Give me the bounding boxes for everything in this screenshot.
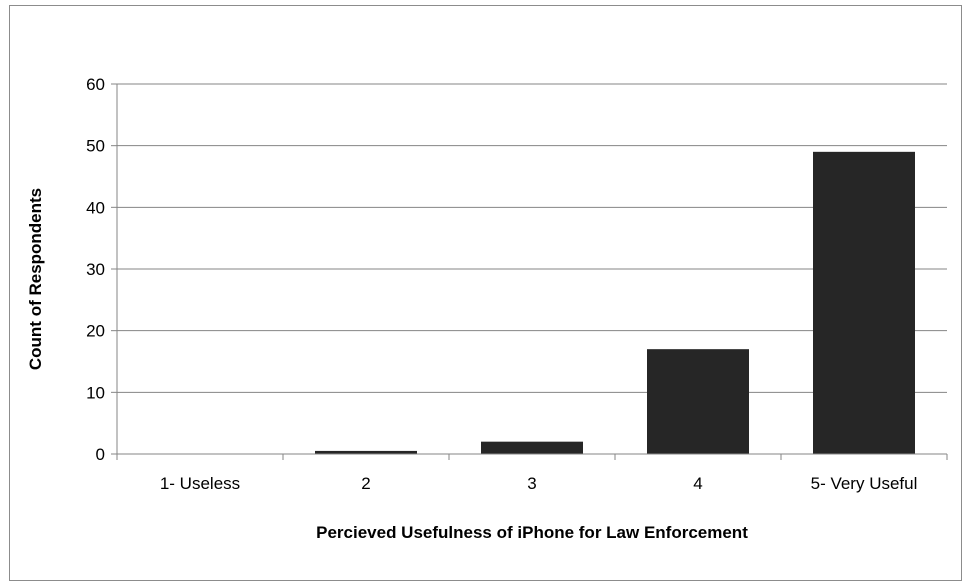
bar bbox=[481, 441, 583, 454]
axes bbox=[116, 84, 947, 455]
bar bbox=[315, 450, 417, 454]
y-tick-label: 0 bbox=[96, 445, 105, 464]
x-axis-title: Percieved Usefulness of iPhone for Law E… bbox=[316, 523, 748, 542]
y-tick-label: 50 bbox=[86, 137, 105, 156]
gridlines bbox=[111, 83, 948, 460]
y-tick-label: 20 bbox=[86, 322, 105, 341]
chart-frame bbox=[9, 5, 962, 581]
y-tick-label: 30 bbox=[86, 260, 105, 279]
y-axis-title: Count of Respondents bbox=[26, 188, 45, 370]
x-tick-label: 2 bbox=[361, 474, 370, 493]
x-tick-label: 1- Useless bbox=[160, 474, 240, 493]
x-tick-label: 3 bbox=[527, 474, 536, 493]
x-tick-label: 5- Very Useful bbox=[811, 474, 918, 493]
x-tick-label: 4 bbox=[693, 474, 702, 493]
bar bbox=[813, 151, 915, 455]
bars bbox=[315, 151, 915, 455]
y-tick-labels: 0 10 20 30 40 50 60 bbox=[86, 75, 105, 464]
y-tick-label: 60 bbox=[86, 75, 105, 94]
y-tick-label: 10 bbox=[86, 383, 105, 402]
x-tick-labels: 1- Useless 2 3 4 5- Very Useful bbox=[160, 474, 918, 493]
y-tick-label: 40 bbox=[86, 198, 105, 217]
bar bbox=[647, 349, 749, 454]
